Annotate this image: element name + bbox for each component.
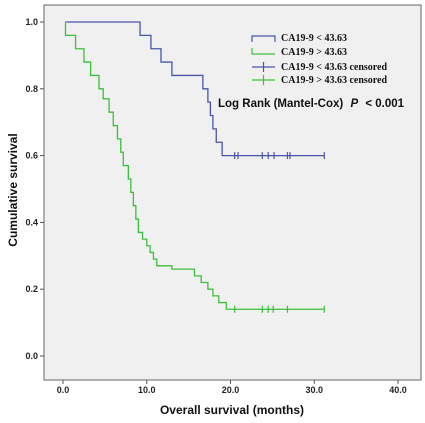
x-axis-title: Overall survival (months) bbox=[160, 403, 304, 417]
log-rank-label: Log Rank (Mantel-Cox) bbox=[218, 98, 343, 110]
y-tick-label: 0.4 bbox=[25, 217, 38, 227]
legend-label-series-2: CA19-9 > 43.63 bbox=[281, 47, 347, 58]
survival-curve-series-2 bbox=[64, 22, 325, 310]
x-axis: 0.0 10.0 20.0 30.0 40.0 bbox=[57, 380, 407, 395]
legend-symbol-series-1 bbox=[251, 35, 276, 42]
y-tick-label: 0.2 bbox=[25, 284, 38, 294]
y-axis: 0.0 0.2 0.4 0.6 0.8 1.0 bbox=[25, 17, 44, 361]
y-tick-label: 0.0 bbox=[25, 351, 38, 361]
legend: CA19-9 < 43.63 CA19-9 > 43.63 CA19-9 < 4… bbox=[251, 33, 387, 86]
x-tick-label: 20.0 bbox=[222, 385, 240, 395]
x-tick-label: 30.0 bbox=[305, 385, 323, 395]
p-symbol: P bbox=[350, 98, 358, 110]
y-tick-label: 0.8 bbox=[25, 84, 38, 94]
x-tick-label: 10.0 bbox=[138, 385, 156, 395]
p-value: < 0.001 bbox=[365, 98, 404, 110]
log-rank-annotation: Log Rank (Mantel-Cox) P < 0.001 bbox=[218, 98, 405, 110]
legend-symbol-series-2 bbox=[251, 48, 275, 55]
legend-symbol-series-1-censored bbox=[252, 62, 275, 72]
legend-label-series-2-censored: CA19-9 > 43.63 censored bbox=[281, 75, 387, 86]
survival-curves bbox=[64, 21, 325, 310]
y-axis-title: Cumulative survival bbox=[6, 133, 20, 246]
censored-markers bbox=[234, 152, 325, 313]
legend-label-series-1-censored: CA19-9 < 43.63 censored bbox=[281, 62, 387, 73]
survival-curve-series-1 bbox=[65, 21, 325, 157]
x-tick-label: 40.0 bbox=[389, 385, 407, 395]
legend-label-series-1: CA19-9 < 43.63 bbox=[281, 33, 347, 44]
x-tick-label: 0.0 bbox=[57, 385, 70, 395]
legend-symbol-series-2-censored bbox=[252, 75, 275, 85]
plot-area bbox=[43, 4, 422, 381]
y-tick-label: 1.0 bbox=[25, 17, 38, 27]
y-tick-label: 0.6 bbox=[25, 151, 38, 161]
